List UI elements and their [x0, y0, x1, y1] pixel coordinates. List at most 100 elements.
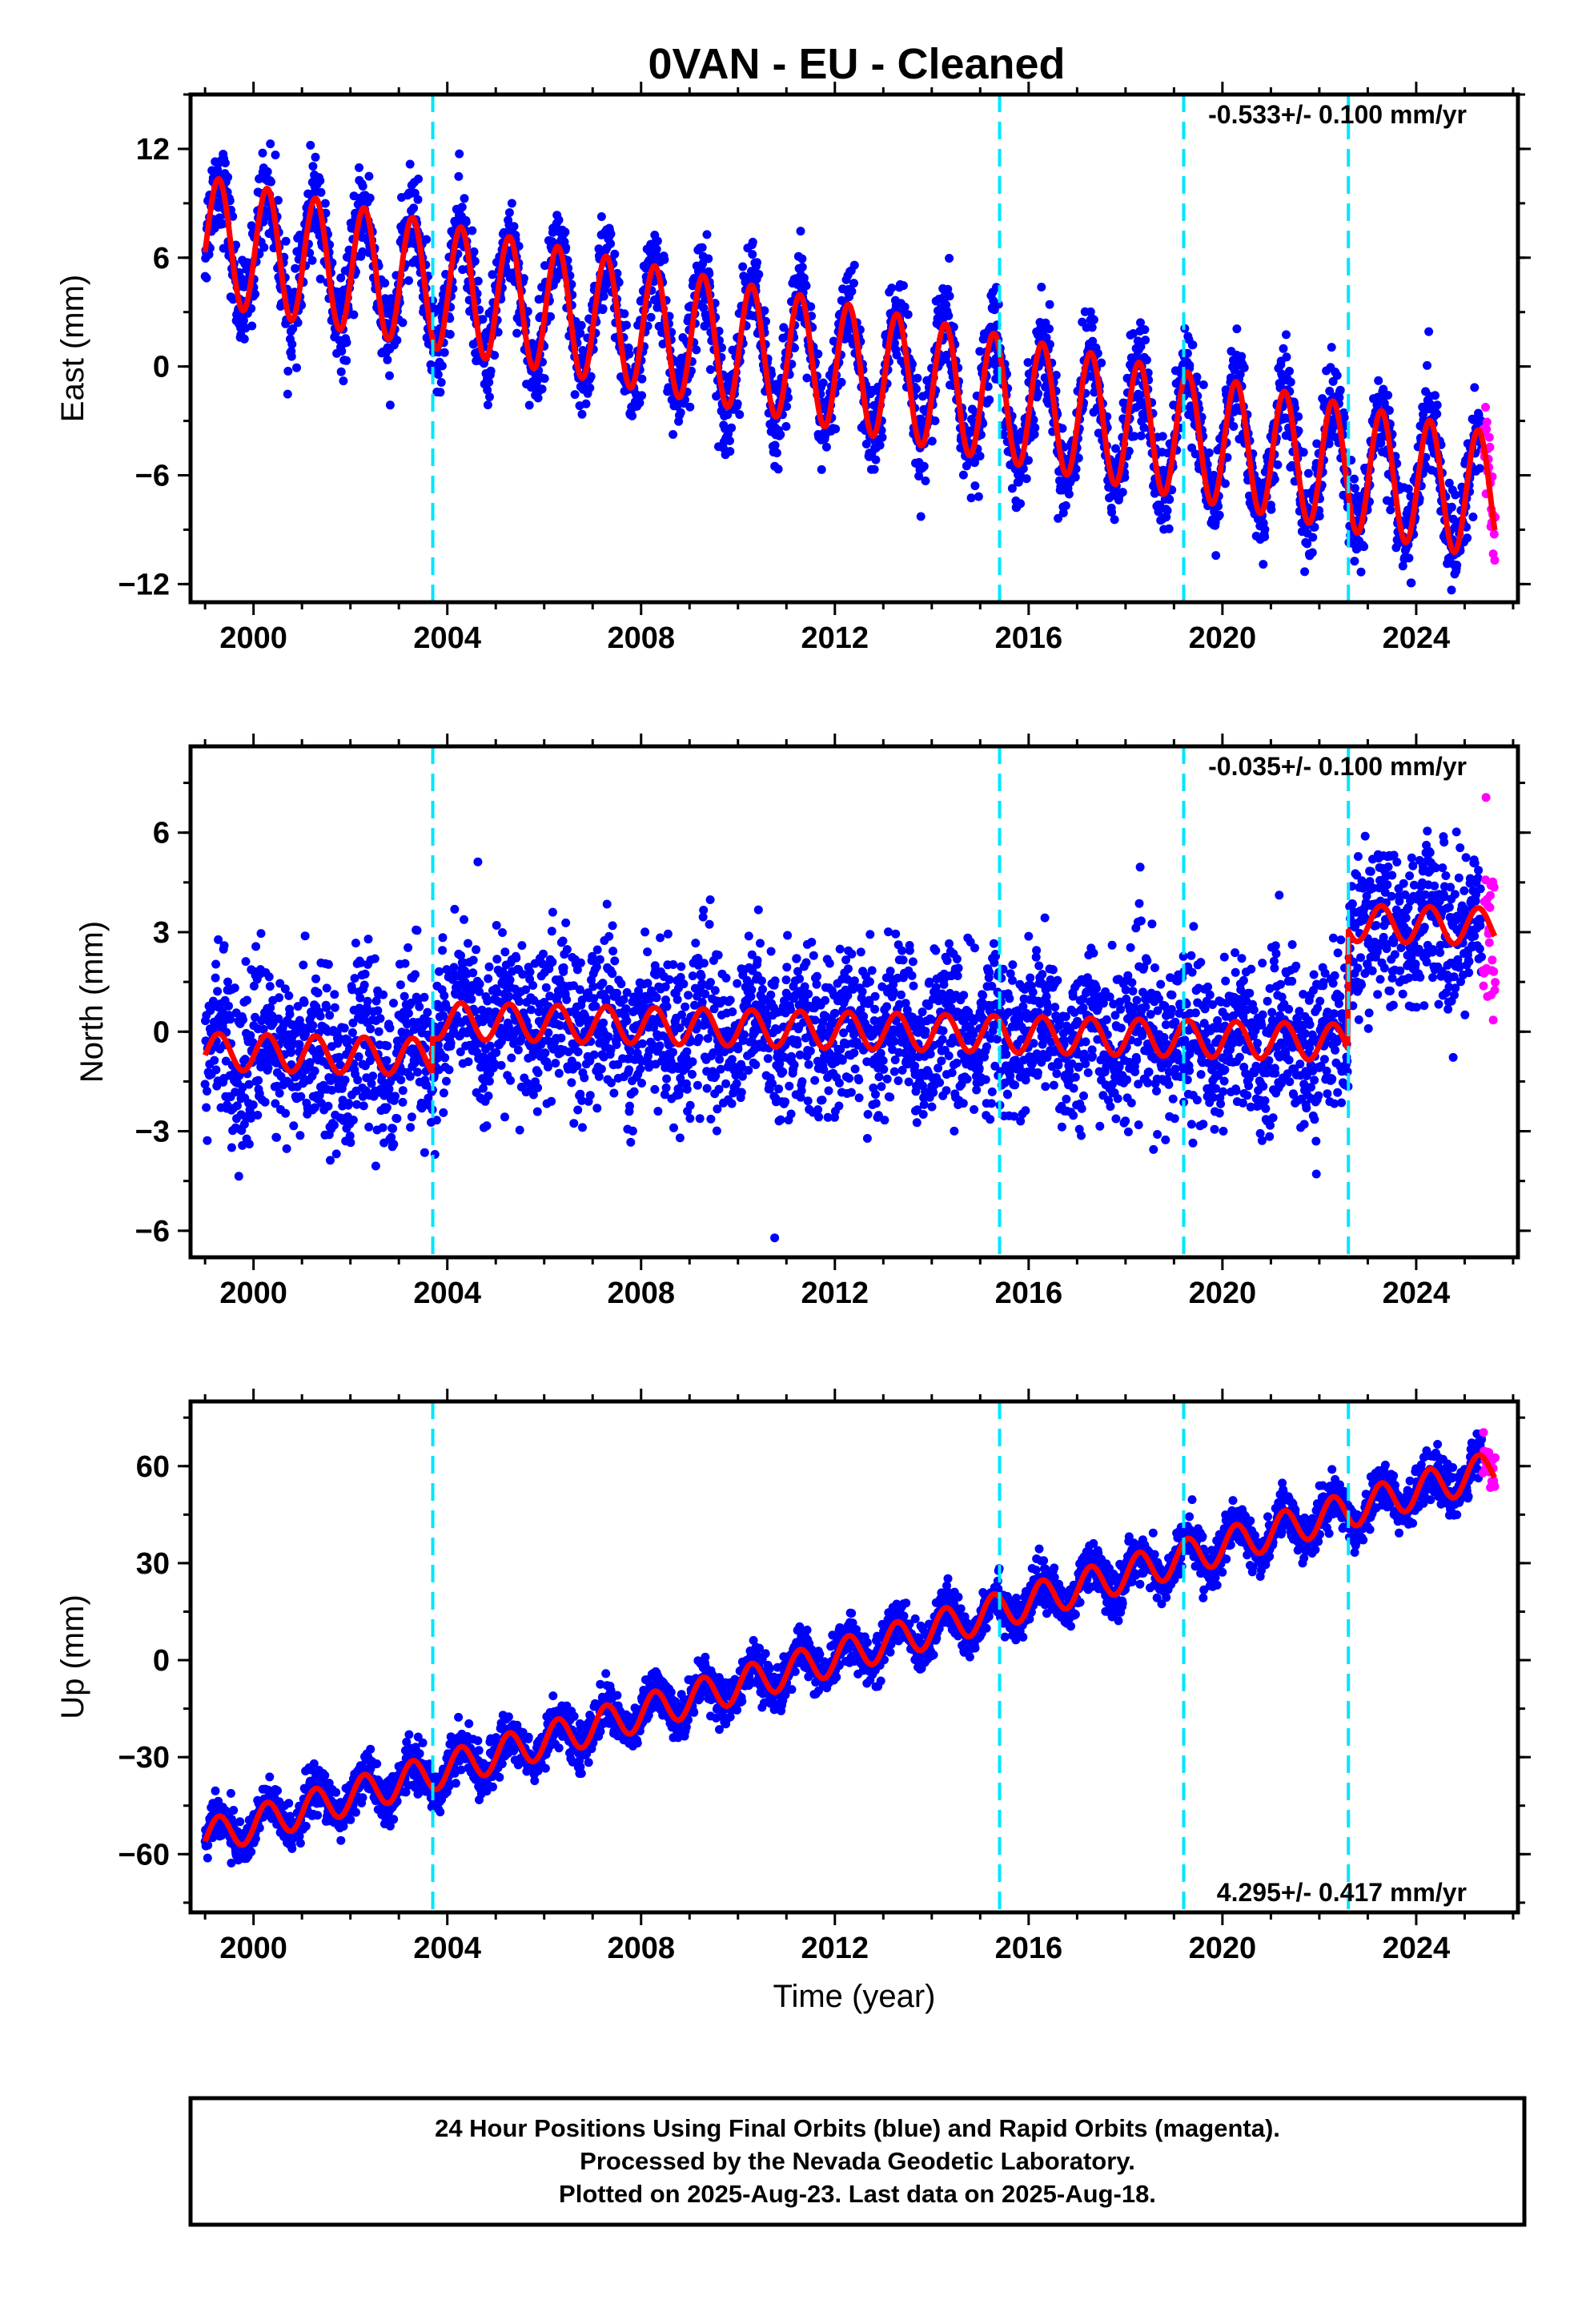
- data-point: [400, 991, 409, 1001]
- data-point: [1118, 488, 1127, 497]
- data-point: [1140, 325, 1150, 335]
- data-point: [227, 1143, 236, 1152]
- data-point: [1239, 363, 1249, 372]
- data-point: [1022, 474, 1031, 484]
- data-point: [1482, 417, 1492, 427]
- data-point: [415, 1002, 424, 1011]
- data-point: [1300, 567, 1310, 577]
- data-point: [1023, 358, 1033, 368]
- data-point: [818, 378, 828, 388]
- data-point: [330, 1120, 339, 1130]
- data-point: [335, 1052, 344, 1062]
- data-point: [218, 1006, 227, 1015]
- data-point: [331, 1149, 341, 1159]
- data-point: [635, 398, 644, 408]
- data-point: [652, 236, 662, 246]
- x-tick-label: 2012: [801, 621, 869, 655]
- data-point: [382, 1055, 391, 1065]
- data-point: [234, 1172, 243, 1181]
- y-tick-label: 6: [153, 817, 170, 850]
- data-point: [1398, 561, 1407, 571]
- data-point: [797, 254, 807, 263]
- data-point: [1432, 409, 1442, 419]
- data-point: [392, 336, 402, 345]
- data-point: [438, 946, 448, 955]
- data-point: [483, 385, 492, 395]
- data-point: [291, 1028, 301, 1038]
- data-point: [355, 993, 365, 1003]
- data-point: [1303, 468, 1313, 478]
- data-point: [330, 990, 339, 999]
- data-point: [343, 1035, 353, 1045]
- data-point: [436, 378, 446, 387]
- data-point: [1386, 505, 1395, 515]
- data-point: [272, 1132, 281, 1142]
- data-point: [293, 318, 303, 328]
- data-point: [284, 991, 294, 1000]
- data-point: [484, 1092, 493, 1100]
- data-point: [310, 1066, 319, 1076]
- data-point: [211, 973, 220, 983]
- data-point: [983, 382, 993, 392]
- data-point: [1141, 336, 1150, 345]
- chart-title: 0VAN - EU - Cleaned: [648, 40, 1065, 88]
- data-point: [224, 1001, 233, 1011]
- data-point: [1107, 508, 1117, 517]
- data-point: [515, 997, 524, 1007]
- data-point: [1294, 412, 1303, 421]
- data-point: [239, 1015, 247, 1024]
- data-point: [1097, 358, 1106, 368]
- data-point: [413, 195, 423, 204]
- data-point: [576, 958, 585, 967]
- data-point: [975, 347, 985, 356]
- data-point: [753, 258, 761, 267]
- y-tick-label: −6: [135, 460, 170, 493]
- data-point: [263, 1063, 273, 1073]
- data-point: [585, 1091, 595, 1100]
- data-point: [498, 928, 507, 937]
- x-tick-label: 2004: [413, 621, 481, 655]
- data-point: [228, 211, 238, 221]
- data-point: [1164, 524, 1174, 533]
- data-point: [748, 237, 757, 247]
- data-point: [433, 370, 443, 380]
- data-point: [576, 328, 585, 338]
- data-point: [259, 243, 269, 252]
- data-point: [1267, 505, 1276, 514]
- x-tick-label: 2024: [1383, 621, 1451, 655]
- data-point: [698, 259, 708, 268]
- data-point: [295, 1039, 304, 1049]
- data-point: [478, 315, 488, 324]
- data-point: [512, 953, 521, 963]
- data-point: [389, 999, 398, 1008]
- data-point: [628, 411, 637, 420]
- data-point: [275, 993, 284, 1003]
- data-point: [259, 1024, 268, 1034]
- data-point: [292, 363, 301, 372]
- data-point: [293, 1002, 303, 1011]
- data-point: [1308, 533, 1318, 542]
- data-point: [776, 430, 785, 440]
- data-point: [541, 983, 551, 992]
- data-point: [608, 947, 618, 956]
- data-point: [274, 1014, 283, 1023]
- data-point: [761, 316, 770, 326]
- data-point: [540, 374, 549, 384]
- data-point: [396, 980, 405, 990]
- data-point: [916, 512, 926, 521]
- data-point: [1324, 439, 1334, 448]
- data-point: [345, 1131, 355, 1140]
- data-point: [244, 1140, 254, 1149]
- data-point: [346, 1138, 355, 1148]
- data-point: [490, 351, 500, 360]
- data-point: [266, 139, 275, 149]
- data-point: [282, 1144, 291, 1153]
- data-point: [230, 983, 239, 993]
- data-point: [1359, 542, 1369, 552]
- data-point: [420, 1148, 429, 1157]
- data-point: [288, 324, 298, 333]
- x-ticks: 2000 2004 2008 2012 2016 2020 2024: [203, 82, 1515, 655]
- data-point: [1182, 348, 1192, 358]
- data-point: [283, 389, 292, 399]
- data-point: [1285, 367, 1294, 376]
